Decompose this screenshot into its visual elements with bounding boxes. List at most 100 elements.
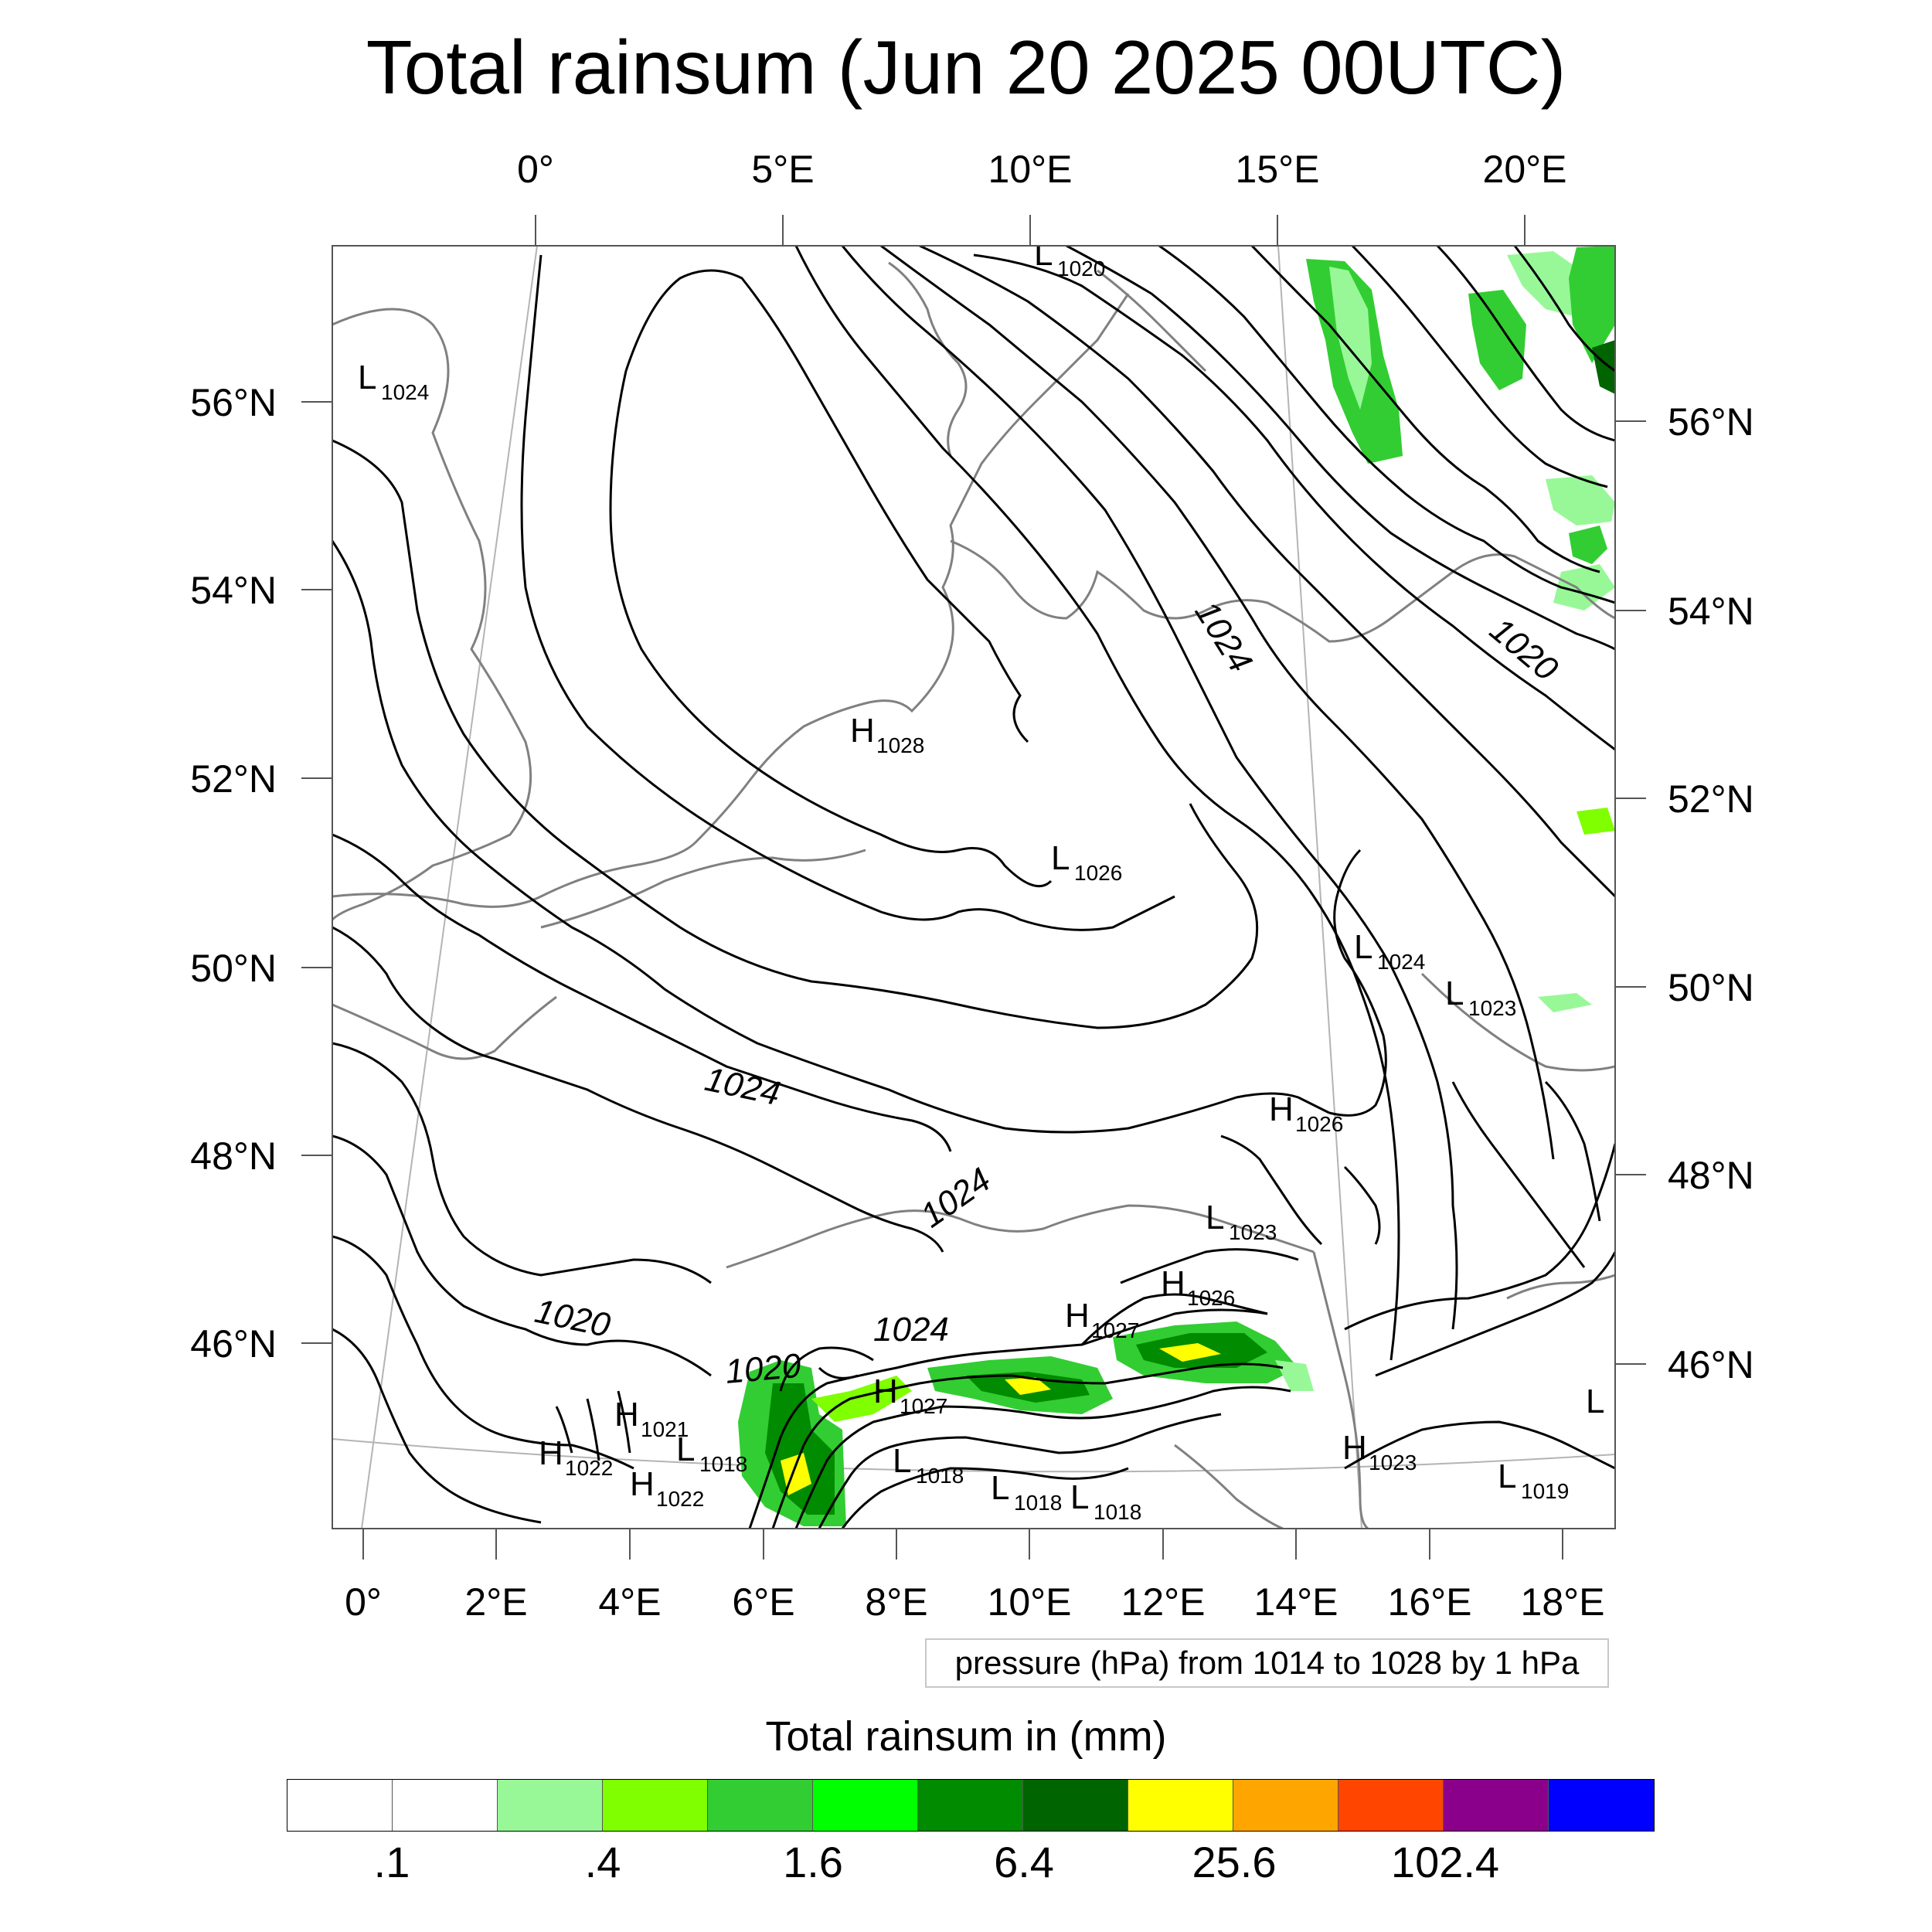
- rain-field: [738, 246, 1615, 1526]
- pressure-center: H 1022: [630, 1465, 704, 1511]
- svg-text:H: H: [1161, 1264, 1185, 1302]
- svg-text:1027: 1027: [900, 1394, 947, 1418]
- right-lat-label: 48°N: [1668, 1154, 1754, 1197]
- contour-label: 1024: [873, 1311, 949, 1349]
- pressure-center: L 1024: [1354, 928, 1425, 974]
- svg-text:1021: 1021: [641, 1417, 689, 1441]
- svg-text:L: L: [358, 359, 376, 396]
- svg-text:H: H: [1269, 1090, 1294, 1128]
- svg-text:L: L: [991, 1469, 1009, 1507]
- svg-text:1023: 1023: [1369, 1451, 1417, 1475]
- pressure-center: H 1022: [539, 1434, 613, 1480]
- svg-text:1026: 1026: [1295, 1112, 1343, 1136]
- svg-text:1024: 1024: [381, 380, 429, 404]
- svg-text:H: H: [1065, 1297, 1090, 1335]
- pressure-center: L: [1586, 1383, 1604, 1420]
- pressure-center: L 1018: [676, 1430, 747, 1476]
- isobars: [332, 246, 1615, 1529]
- left-lat-label: 48°N: [190, 1134, 277, 1178]
- svg-text:L: L: [1354, 928, 1372, 966]
- svg-text:1024: 1024: [1377, 950, 1425, 974]
- colorbar-swatch: [813, 1780, 918, 1831]
- pressure-center: H 1021: [614, 1396, 689, 1441]
- colorbar-swatch: [287, 1780, 393, 1831]
- svg-text:1022: 1022: [656, 1487, 704, 1511]
- contour-label: 1024: [1188, 594, 1260, 679]
- pressure-center: L 1023: [1445, 975, 1516, 1020]
- bottom-lon-label: 18°E: [1521, 1580, 1605, 1624]
- svg-text:H: H: [873, 1372, 898, 1410]
- contour-label: 1024: [914, 1161, 998, 1235]
- colorbar-swatch: [1549, 1780, 1654, 1831]
- colorbar-title: Total rainsum in (mm): [765, 1713, 1167, 1760]
- svg-text:1022: 1022: [565, 1456, 613, 1480]
- svg-text:L: L: [1034, 235, 1053, 273]
- top-lon-label: 5°E: [751, 148, 814, 191]
- left-axis: [301, 401, 332, 1344]
- svg-text:1018: 1018: [1094, 1500, 1141, 1524]
- bottom-lon-label: 10°E: [988, 1580, 1072, 1624]
- colorbar-tick-label: 25.6: [1192, 1838, 1277, 1886]
- svg-text:H: H: [1342, 1429, 1367, 1467]
- colorbar-tick-label: .1: [373, 1838, 410, 1886]
- colorbar-swatch: [708, 1780, 813, 1831]
- colorbar-swatch: [1023, 1780, 1128, 1831]
- colorbar-tick-label: 1.6: [783, 1838, 843, 1886]
- right-lat-label: 52°N: [1668, 777, 1754, 821]
- coastlines: [332, 261, 1615, 1529]
- colorbar: [287, 1779, 1655, 1832]
- colorbar-swatch: [498, 1780, 603, 1831]
- pressure-center: H 1026: [1269, 1090, 1343, 1136]
- left-lat-label: 50°N: [190, 947, 277, 990]
- contour-label: 1024: [702, 1060, 784, 1113]
- svg-text:L: L: [893, 1442, 911, 1480]
- svg-text:1023: 1023: [1468, 996, 1516, 1020]
- bottom-lon-label: 12°E: [1121, 1580, 1206, 1624]
- left-lat-label: 56°N: [190, 381, 277, 424]
- right-lat-label: 54°N: [1668, 590, 1754, 633]
- svg-text:H: H: [614, 1396, 639, 1434]
- left-lat-label: 46°N: [190, 1322, 277, 1366]
- svg-text:1027: 1027: [1091, 1318, 1139, 1342]
- colorbar-tick-label: .4: [584, 1838, 621, 1886]
- colorbar-swatch: [1338, 1780, 1444, 1831]
- colorbar-swatch: [1233, 1780, 1338, 1831]
- top-lon-label: 0°: [517, 148, 554, 191]
- colorbar-swatch: [918, 1780, 1023, 1831]
- bottom-lon-label: 8°E: [865, 1580, 927, 1624]
- pressure-center: L 1018: [991, 1469, 1062, 1515]
- bottom-lon-label: 2°E: [464, 1580, 527, 1624]
- bottom-axis: [362, 1529, 1563, 1560]
- map-frame: [332, 245, 1616, 1529]
- colorbar-swatch: [1128, 1780, 1233, 1831]
- pressure-center: H 1023: [1342, 1429, 1417, 1475]
- svg-text:L: L: [1051, 839, 1070, 877]
- pressure-center: L 1023: [1206, 1199, 1277, 1244]
- right-axis: [1615, 420, 1646, 1365]
- pressure-center: L 1026: [1051, 839, 1122, 885]
- svg-text:L: L: [1206, 1199, 1224, 1236]
- colorbar-tick-label: 6.4: [994, 1838, 1054, 1886]
- pressure-center: H 1027: [873, 1372, 947, 1418]
- top-axis: [535, 215, 1526, 246]
- svg-text:L: L: [1498, 1458, 1516, 1495]
- svg-text:1018: 1018: [699, 1452, 747, 1476]
- pressure-center: H 1028: [850, 712, 924, 757]
- bottom-lon-label: 6°E: [732, 1580, 794, 1624]
- colorbar-tick-label: 102.4: [1390, 1838, 1500, 1886]
- contour-info-box: pressure (hPa) from 1014 to 1028 by 1 hP…: [925, 1638, 1609, 1688]
- svg-text:H: H: [539, 1434, 563, 1472]
- svg-text:1018: 1018: [1014, 1491, 1062, 1515]
- bottom-lon-label: 0°: [345, 1580, 382, 1624]
- pressure-center: H 1027: [1065, 1297, 1139, 1342]
- svg-text:L: L: [676, 1430, 695, 1468]
- pressure-centers: L 1020 L 1024 H 1028 L 1026 L 1024 L 1023 H 102…: [358, 235, 1604, 1524]
- colorbar-swatch: [603, 1780, 708, 1831]
- bottom-lon-label: 4°E: [598, 1580, 661, 1624]
- pressure-center: H 1026: [1161, 1264, 1235, 1310]
- bottom-lon-label: 16°E: [1388, 1580, 1472, 1624]
- svg-text:1026: 1026: [1074, 861, 1122, 885]
- pressure-center: L 1020: [1034, 235, 1105, 281]
- svg-text:L: L: [1586, 1383, 1604, 1420]
- right-lat-label: 46°N: [1668, 1343, 1754, 1386]
